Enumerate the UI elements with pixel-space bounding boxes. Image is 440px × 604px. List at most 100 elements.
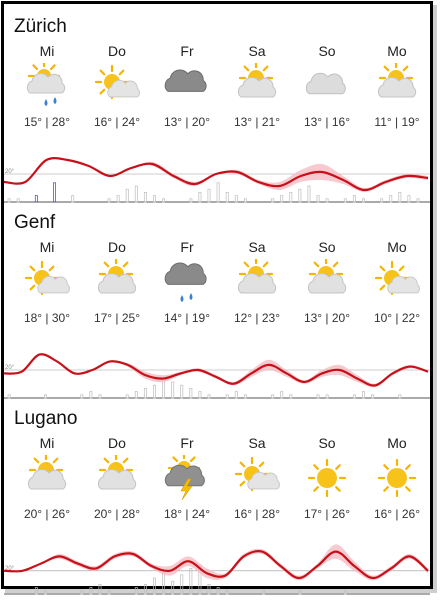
day-label: Mo bbox=[387, 239, 407, 255]
day-label: Mo bbox=[387, 435, 407, 451]
rain-bar bbox=[7, 394, 11, 399]
rain-bar bbox=[407, 195, 411, 203]
temperature-chart: 20° bbox=[4, 157, 430, 203]
day-forecast[interactable]: Mi 15° | 28° bbox=[11, 42, 83, 142]
rain-bar bbox=[316, 195, 320, 203]
rain-bar bbox=[398, 394, 402, 399]
rain-bar bbox=[262, 590, 265, 595]
weather-icon-wrap bbox=[11, 256, 83, 308]
day-forecast[interactable]: So 13° | 16° bbox=[291, 42, 363, 142]
day-forecast[interactable]: Fr 14° | 19° bbox=[151, 238, 223, 338]
rain-bar bbox=[280, 195, 284, 203]
day-label: Mi bbox=[39, 435, 55, 451]
rain-bar bbox=[325, 394, 329, 399]
rain-bar bbox=[98, 584, 102, 595]
temperature-line bbox=[4, 353, 429, 387]
rain-bar bbox=[362, 391, 365, 399]
rain-bar bbox=[398, 192, 402, 203]
day-forecast[interactable]: Do 16° | 24° bbox=[81, 42, 153, 142]
day-forecast[interactable]: Mo 16° | 26° bbox=[361, 434, 433, 534]
temperature-range: 18° | 24° bbox=[163, 507, 211, 521]
temperature-range: 16° | 26° bbox=[373, 507, 421, 521]
partly-cloudy-icon bbox=[307, 259, 347, 294]
temperature-range: 17° | 26° bbox=[303, 507, 351, 521]
city-section: Genf Mi 18° | 30° Do 17° | 25° Fr 14° | 19° Sa 1… bbox=[4, 210, 430, 406]
rain-bar bbox=[389, 195, 393, 203]
rain-bar bbox=[53, 182, 56, 203]
temperature-range: 13° | 20° bbox=[303, 311, 351, 325]
rain-bar bbox=[107, 198, 111, 203]
day-forecast[interactable]: Sa 12° | 23° bbox=[221, 238, 293, 338]
partly-cloudy-icon bbox=[97, 455, 137, 490]
day-forecast[interactable]: Fr 18° | 24° bbox=[151, 434, 223, 534]
day-forecast[interactable]: Fr 13° | 20° bbox=[151, 42, 223, 142]
day-forecast[interactable]: Mi 20° | 26° bbox=[11, 434, 83, 534]
rain-bar bbox=[134, 391, 138, 399]
day-forecast[interactable]: Mi 18° | 30° bbox=[11, 238, 83, 338]
day-forecast[interactable]: So 13° | 20° bbox=[291, 238, 363, 338]
temperature-range: 16° | 24° bbox=[93, 115, 141, 129]
day-label: Do bbox=[108, 43, 126, 59]
rain-bar bbox=[271, 394, 275, 399]
sun-cloud-icon bbox=[234, 456, 280, 492]
day-forecast-row: Mi 20° | 26° Do 20° | 28° Fr 18° | 24° Sa 16° |… bbox=[4, 434, 430, 542]
dark-cloud-rain-icon bbox=[164, 262, 207, 302]
partly-cloudy-icon bbox=[27, 455, 67, 490]
rain-bar bbox=[289, 192, 293, 203]
day-forecast[interactable]: Do 17° | 25° bbox=[81, 238, 153, 338]
temperature-chart: 20° bbox=[4, 544, 430, 595]
temperature-range: 20° | 26° bbox=[23, 507, 71, 521]
rain-bar bbox=[343, 590, 347, 595]
rain-bar bbox=[234, 391, 238, 399]
day-forecast[interactable]: Mo 10° | 22° bbox=[361, 238, 433, 338]
weather-icon-wrap bbox=[291, 60, 363, 112]
rain-bar bbox=[116, 195, 120, 203]
temperature-range: 12° | 23° bbox=[233, 311, 281, 325]
weather-icon-wrap bbox=[81, 60, 153, 112]
rain-bar bbox=[171, 381, 175, 399]
day-label: Mi bbox=[39, 43, 55, 59]
uncertainty-band bbox=[4, 544, 428, 581]
day-forecast[interactable]: Do 20° | 28° bbox=[81, 434, 153, 534]
dark-cloud-icon bbox=[164, 69, 207, 92]
temperature-range: 17° | 25° bbox=[93, 311, 141, 325]
rain-bar bbox=[125, 394, 129, 399]
rain-bar bbox=[198, 391, 202, 399]
rain-bar bbox=[243, 394, 247, 399]
rain-bar bbox=[343, 198, 347, 203]
temperature-line bbox=[4, 550, 429, 580]
rain-bar bbox=[207, 188, 211, 203]
rain-bar bbox=[162, 571, 166, 595]
weather-icon-wrap bbox=[291, 452, 363, 504]
day-label: Sa bbox=[248, 239, 266, 255]
day-forecast[interactable]: Mo 11° | 19° bbox=[361, 42, 433, 142]
day-label: Sa bbox=[248, 43, 266, 59]
rain-bar bbox=[7, 198, 11, 203]
rain-bar bbox=[280, 391, 284, 399]
rain-bar bbox=[34, 587, 38, 595]
weather-icon-wrap bbox=[361, 60, 433, 112]
rain-bar bbox=[416, 198, 420, 203]
day-label: Fr bbox=[180, 43, 194, 59]
day-forecast-row: Mi 15° | 28° Do 16° | 24° Fr 13° | 20° Sa 13° |… bbox=[4, 42, 430, 150]
weather-icon-wrap bbox=[151, 452, 223, 504]
rain-bar bbox=[134, 185, 138, 203]
weather-icon-wrap bbox=[81, 256, 153, 308]
rain-bar bbox=[243, 198, 247, 203]
rain-bar bbox=[289, 394, 293, 399]
partly-cloudy-icon bbox=[237, 259, 277, 294]
day-forecast[interactable]: Sa 16° | 28° bbox=[221, 434, 293, 534]
rain-bar bbox=[207, 584, 211, 595]
day-forecast[interactable]: Sa 13° | 21° bbox=[221, 42, 293, 142]
weather-icon-wrap bbox=[361, 452, 433, 504]
rain-bar bbox=[234, 195, 238, 203]
rain-bar bbox=[307, 185, 311, 203]
sun-cloud-icon bbox=[24, 260, 70, 296]
city-name: Zürich bbox=[14, 16, 67, 37]
thunderstorm-icon bbox=[164, 455, 205, 501]
day-label: Fr bbox=[180, 435, 194, 451]
rain-bar bbox=[189, 198, 193, 203]
day-forecast[interactable]: So 17° | 26° bbox=[291, 434, 363, 534]
city-section: Zürich Mi 15° | 28° Do 16° | 24° Fr 13° | 20° S… bbox=[4, 14, 430, 210]
weather-icon-wrap bbox=[361, 256, 433, 308]
